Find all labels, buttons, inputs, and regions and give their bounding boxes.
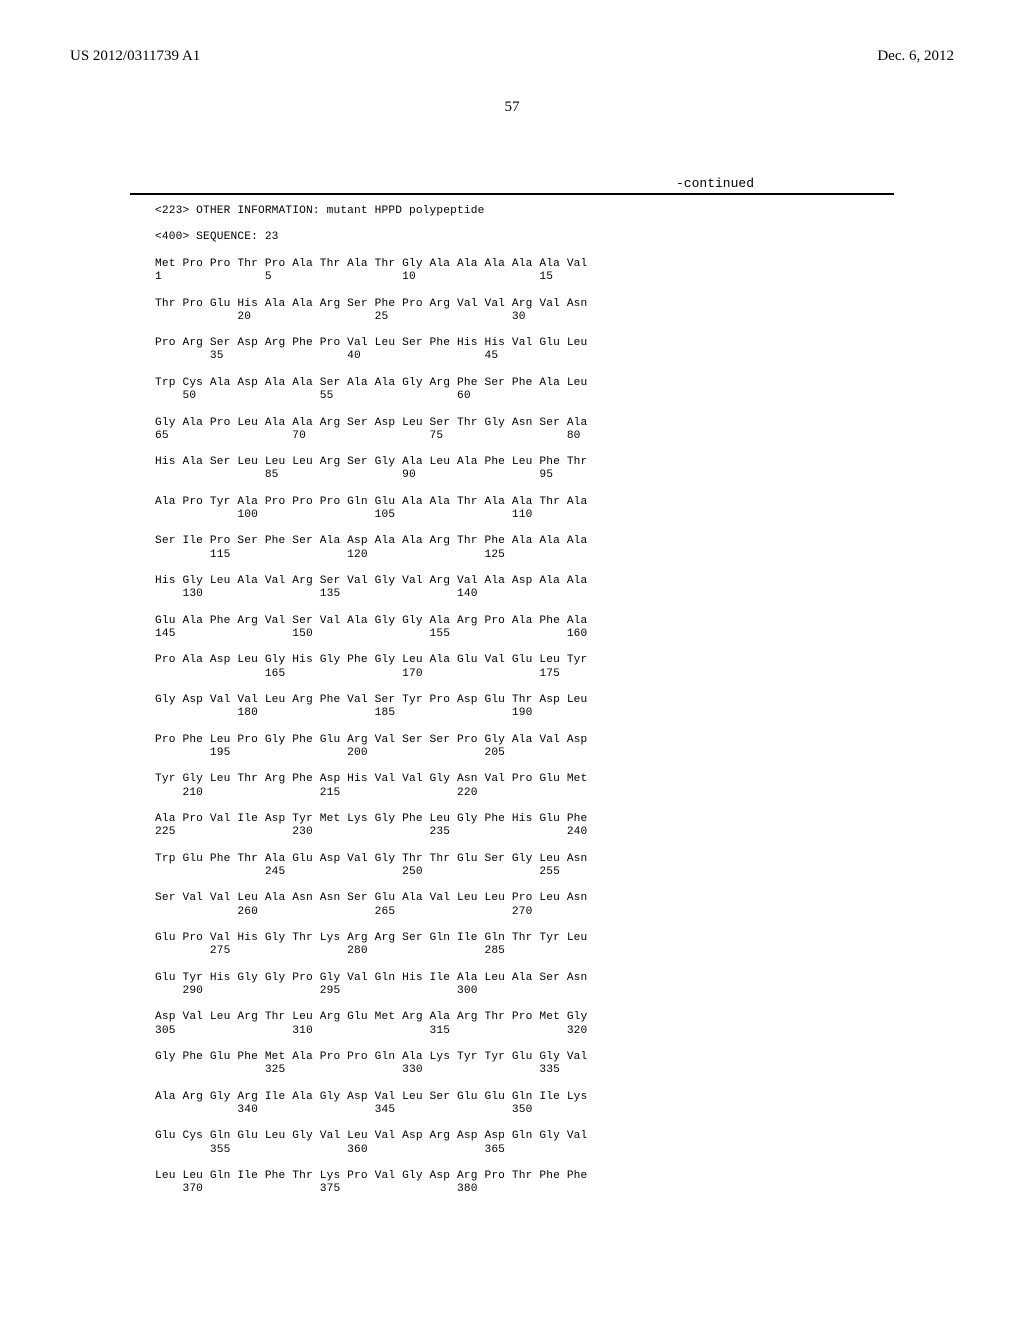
page: US 2012/0311739 A1 Dec. 6, 2012 57 -cont… — [0, 0, 1024, 1320]
publication-id: US 2012/0311739 A1 — [70, 48, 200, 65]
sequence-listing: <223> OTHER INFORMATION: mutant HPPD pol… — [155, 205, 954, 1210]
page-header: US 2012/0311739 A1 Dec. 6, 2012 — [70, 48, 954, 65]
page-number: 57 — [70, 99, 954, 116]
section-rule — [130, 193, 894, 195]
publication-date: Dec. 6, 2012 — [877, 48, 954, 65]
continued-label: -continued — [70, 176, 754, 191]
